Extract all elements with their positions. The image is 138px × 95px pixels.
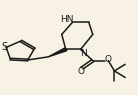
Text: N: N (80, 49, 87, 58)
Polygon shape (48, 48, 67, 57)
Text: O: O (77, 67, 84, 76)
Text: HN: HN (60, 15, 73, 24)
Text: O: O (105, 55, 112, 64)
Text: S: S (1, 42, 7, 52)
